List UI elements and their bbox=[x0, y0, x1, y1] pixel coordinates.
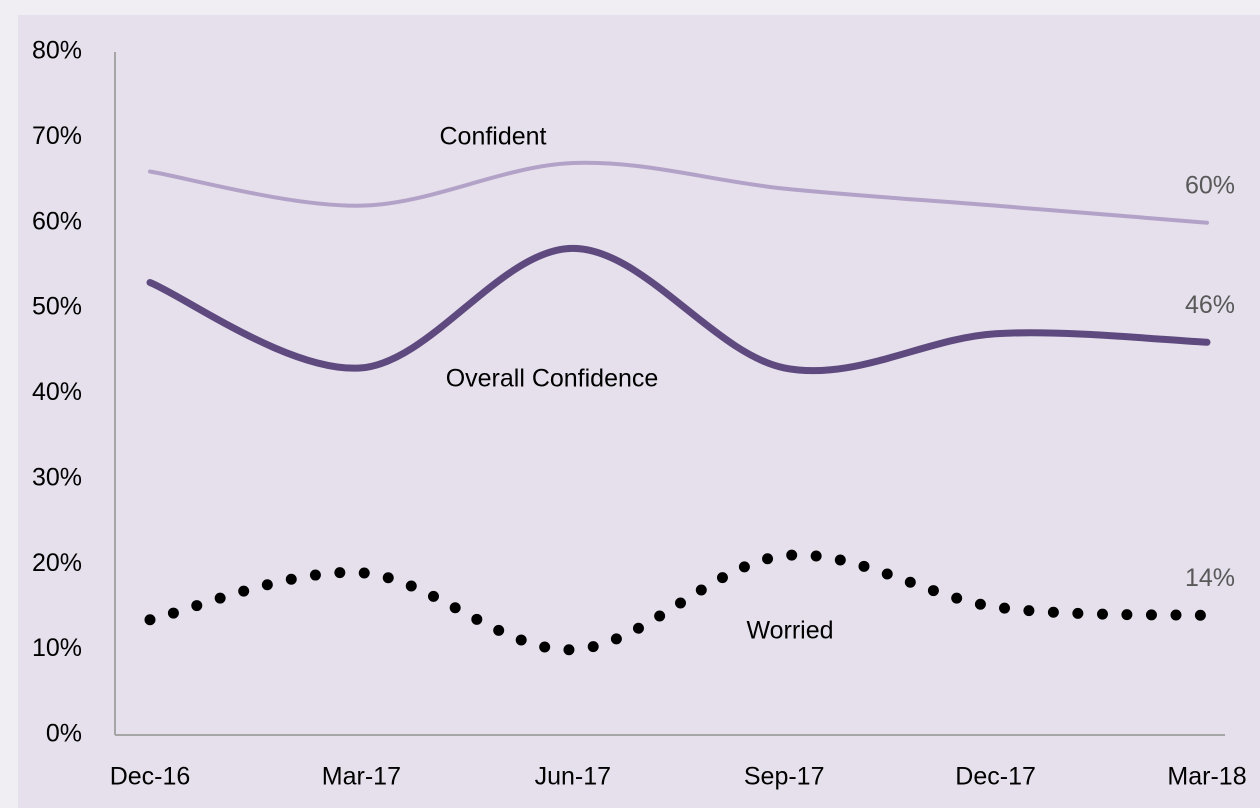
series-line bbox=[144, 549, 1213, 656]
y-tick-label: 10% bbox=[32, 634, 82, 662]
data-label: 60% bbox=[1185, 171, 1235, 199]
x-tick-label: Dec-17 bbox=[955, 763, 1036, 791]
y-tick-label: 40% bbox=[32, 378, 82, 406]
x-tick-label: Jun-17 bbox=[535, 763, 611, 791]
series-line bbox=[148, 160, 1209, 225]
y-tick-label: 60% bbox=[32, 207, 82, 235]
series-label: Confident bbox=[439, 123, 546, 151]
y-tick-label: 0% bbox=[46, 720, 82, 748]
y-tick-label: 30% bbox=[32, 463, 82, 491]
series-line bbox=[146, 244, 1211, 375]
series-label: Worried bbox=[746, 617, 833, 645]
x-tick-label: Mar-18 bbox=[1167, 763, 1246, 791]
y-tick-label: 20% bbox=[32, 549, 82, 577]
x-tick-label: Sep-17 bbox=[744, 763, 825, 791]
x-tick-label: Mar-17 bbox=[322, 763, 401, 791]
data-label: 46% bbox=[1185, 291, 1235, 319]
y-tick-label: 70% bbox=[32, 122, 82, 150]
y-tick-label: 80% bbox=[32, 37, 82, 65]
data-label: 14% bbox=[1185, 564, 1235, 592]
x-tick-label: Dec-16 bbox=[110, 763, 191, 791]
series-label: Overall Confidence bbox=[446, 365, 659, 393]
y-tick-label: 50% bbox=[32, 293, 82, 321]
plot-background bbox=[18, 15, 1260, 808]
